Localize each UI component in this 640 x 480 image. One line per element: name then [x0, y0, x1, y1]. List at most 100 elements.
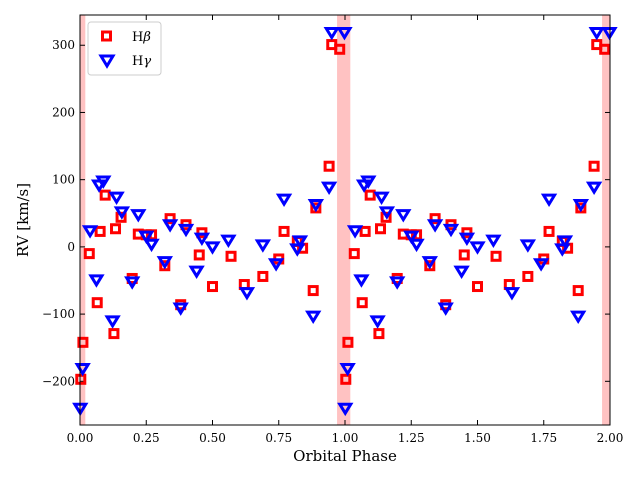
hgamma-point [369, 315, 386, 329]
hgamma-point [588, 26, 605, 41]
hbeta-point [159, 260, 171, 272]
hbeta-point [472, 281, 483, 293]
legend: Hβ Hγ [87, 21, 162, 76]
hgamma-point [161, 219, 179, 233]
hbeta-point [599, 43, 611, 55]
hgamma-point [373, 191, 390, 206]
hbeta-point [77, 336, 89, 348]
hgamma-point [188, 265, 205, 279]
legend-hbeta-marker [101, 30, 112, 42]
hgamma-point [469, 241, 486, 255]
hgamma-point [172, 302, 189, 316]
hbeta-point [356, 297, 368, 309]
hbeta-point [342, 336, 354, 348]
hgamma-point [585, 181, 603, 195]
hbeta-point [490, 250, 502, 262]
hbeta-point [334, 43, 346, 55]
hbeta-point [364, 189, 376, 201]
hgamma-point [458, 232, 476, 247]
x-tick-label: 0.25 [133, 431, 160, 445]
x-tick-label: 1.25 [398, 431, 425, 445]
hgamma-point [336, 26, 353, 41]
hgamma-point [307, 199, 325, 213]
hgamma-point [193, 232, 211, 247]
hgamma-point [320, 181, 338, 195]
eclipse-bands [80, 15, 610, 425]
hgamma-point [353, 274, 370, 288]
y-tick-label: −200 [42, 374, 75, 388]
x-tick-label: 1.00 [332, 431, 359, 445]
hbeta-point [424, 260, 436, 272]
hgamma-point [204, 241, 221, 255]
hgamma-point [421, 256, 438, 270]
hgamma-point [305, 310, 322, 324]
hgamma-point [437, 302, 454, 316]
hbeta-point [307, 285, 319, 297]
hgamma-point [453, 265, 470, 279]
hbeta-point [373, 328, 385, 340]
hbeta-point [110, 223, 122, 235]
hgamma-point [88, 274, 105, 288]
hgamma-point [177, 223, 195, 238]
legend-hgamma-marker [98, 54, 116, 69]
hgamma-point [503, 287, 521, 301]
x-axis-label: Orbital Phase [293, 447, 397, 465]
hbeta-point [588, 160, 600, 172]
hbeta-point [75, 373, 87, 385]
x-tick-label: 0.50 [199, 431, 226, 445]
hbeta-point [257, 270, 269, 282]
x-tick-label: 1.75 [530, 431, 557, 445]
hgamma-point [485, 234, 502, 249]
hbeta-point [164, 213, 176, 225]
hgamma-point [556, 235, 574, 249]
x-tick-label: 2.00 [597, 431, 624, 445]
hgamma-point [254, 239, 272, 253]
axis-ticks [79, 15, 611, 425]
hgamma-point [143, 238, 160, 253]
hgamma-point [532, 258, 550, 272]
hgamma-point [601, 26, 618, 41]
hgamma-point [519, 239, 537, 253]
hgamma-point [426, 219, 444, 233]
hgamma-point [291, 235, 309, 249]
hbeta-point [348, 248, 360, 260]
hbeta-point [359, 225, 371, 237]
hgamma-point [238, 287, 256, 301]
hbeta-point [83, 248, 95, 260]
eclipse-band [337, 15, 351, 425]
hgamma-point [267, 258, 285, 272]
hgamma-point [156, 256, 173, 270]
hbeta-point [108, 328, 120, 340]
hgamma-point [346, 225, 364, 239]
y-tick-label: 100 [52, 173, 75, 187]
x-tick-label: 1.50 [464, 431, 491, 445]
y-tick-label: 0 [67, 240, 75, 254]
hgamma-point [378, 206, 396, 220]
hgamma-point [540, 193, 558, 208]
hgamma-point [403, 230, 420, 245]
x-tick-labels: 0.00 0.25 0.50 0.75 1.00 1.25 1.50 1.75 2.00 [67, 431, 624, 445]
plot-frame [79, 14, 611, 426]
hgamma-point [395, 209, 412, 223]
hbeta-point [429, 213, 441, 225]
hgamma-point [81, 225, 99, 239]
y-axis-label: RV [km/s] [14, 183, 32, 257]
hgamma-point [408, 238, 425, 253]
eclipse-band [80, 15, 86, 425]
y-tick-label: 300 [52, 38, 75, 52]
hgamma-point [104, 315, 121, 329]
hgamma-point [389, 276, 406, 290]
hbeta-point [225, 250, 237, 262]
hgamma-point [138, 230, 155, 245]
hbeta-point [193, 249, 205, 261]
hbeta-point [572, 285, 584, 297]
hgamma-point [442, 223, 460, 238]
hbeta-point [278, 225, 290, 237]
hgamma-point [220, 234, 237, 249]
hgamma-point [554, 243, 571, 257]
hbeta-point [323, 160, 335, 172]
hbeta-point [94, 225, 106, 237]
hbeta-point [543, 225, 555, 237]
hgamma-point [124, 276, 141, 290]
